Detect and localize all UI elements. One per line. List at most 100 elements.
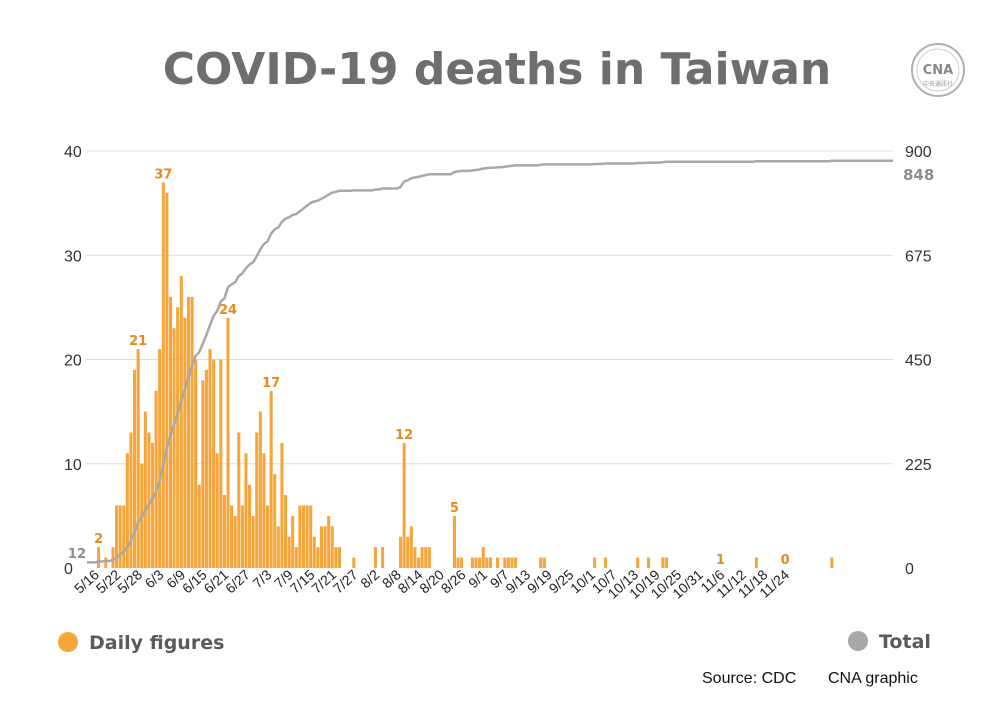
daily-bar (201, 380, 205, 568)
daily-bar (237, 432, 241, 568)
daily-bar (510, 557, 514, 568)
daily-bar (496, 557, 500, 568)
bar-data-label: 37 (154, 167, 172, 182)
daily-bar (129, 432, 133, 568)
daily-bar (481, 547, 485, 568)
daily-bar (212, 359, 216, 568)
daily-bar (636, 557, 640, 568)
daily-bar (280, 442, 284, 568)
daily-bar (323, 526, 327, 568)
daily-bar (399, 536, 403, 568)
daily-bar (298, 505, 302, 568)
logo-subtext: 中央通訊社 (923, 80, 953, 88)
daily-bar (305, 505, 309, 568)
daily-bar (514, 557, 518, 568)
daily-bar (830, 557, 834, 568)
total-end-label: 848 (903, 166, 934, 184)
bar-data-label: 5 (450, 501, 459, 516)
daily-bar (133, 369, 137, 568)
daily-bar (197, 484, 201, 568)
bar-data-label: 17 (262, 376, 280, 391)
daily-bar (754, 557, 758, 568)
daily-bar (251, 515, 255, 568)
daily-bar (456, 557, 460, 568)
bar-data-label: 12 (395, 428, 413, 443)
daily-bar (230, 505, 234, 568)
daily-bar (416, 557, 421, 568)
daily-bars (97, 182, 834, 568)
daily-bar (312, 536, 316, 568)
daily-bar (485, 557, 489, 568)
right-tick-label: 900 (905, 144, 932, 161)
daily-bar (111, 547, 115, 568)
daily-bar (219, 359, 223, 568)
total-series-line (87, 159, 893, 564)
left-tick-label: 40 (64, 144, 82, 161)
daily-bar (244, 453, 248, 568)
daily-bar (266, 505, 270, 568)
daily-bar (420, 547, 424, 568)
daily-bar (470, 557, 474, 568)
daily-bar (402, 442, 406, 568)
daily-bar (283, 495, 288, 568)
cna-logo-icon: CNA 中央通訊社 (911, 43, 965, 97)
x-tick-label: 8/26 (438, 566, 469, 596)
daily-bar (661, 557, 665, 568)
legend-total-swatch (848, 631, 868, 651)
daily-bar (337, 547, 341, 568)
left-tick-label: 10 (64, 457, 82, 474)
daily-bar (176, 307, 180, 568)
daily-bar (460, 557, 464, 568)
daily-bar (115, 505, 119, 568)
daily-bar (309, 505, 313, 568)
daily-bar (154, 390, 158, 568)
legend-daily-swatch (58, 632, 78, 652)
daily-bar (334, 547, 338, 568)
left-tick-label: 30 (64, 248, 82, 265)
bar-data-label: 1 (716, 553, 725, 568)
daily-bar (647, 557, 651, 568)
right-tick-label: 450 (905, 353, 932, 370)
daily-bar (143, 411, 147, 568)
daily-bar (427, 547, 431, 568)
daily-bar (104, 557, 108, 568)
daily-bar (603, 557, 607, 568)
daily-bar (222, 495, 226, 568)
logo-text: CNA (923, 63, 953, 78)
daily-bar (194, 359, 198, 568)
daily-bar (452, 515, 456, 568)
daily-bar (161, 182, 165, 568)
daily-bar (136, 349, 140, 568)
daily-bar (406, 536, 410, 568)
daily-bar (204, 369, 208, 568)
daily-bar (183, 317, 187, 568)
daily-bar (327, 515, 331, 568)
daily-bar (158, 349, 162, 568)
x-tick-label: 6/27 (222, 566, 253, 596)
daily-bar (330, 526, 334, 568)
daily-bar (208, 349, 212, 568)
daily-bar (276, 526, 280, 568)
daily-bar (503, 557, 507, 568)
daily-bar (488, 557, 492, 568)
x-axis-ticks: 5/165/225/286/36/96/156/216/277/37/97/15… (71, 566, 792, 601)
daily-bar (262, 453, 266, 568)
left-tick-label: 0 (64, 561, 73, 578)
daily-bar (122, 505, 126, 568)
credit-note: CNA graphic (828, 670, 918, 687)
daily-bar (506, 557, 510, 568)
daily-bar (165, 192, 169, 568)
left-axis-ticks: 0 10 20 30 40 (64, 144, 82, 578)
bar-data-label: 24 (219, 303, 237, 318)
data-labels: 2 21 37 24 17 12 5 1 0 (94, 167, 790, 568)
right-tick-label: 0 (905, 561, 914, 578)
daily-bar (291, 515, 295, 568)
right-tick-label: 225 (905, 457, 932, 474)
daily-bar (301, 505, 306, 568)
x-tick-label: 5/28 (114, 566, 145, 596)
daily-bar (125, 453, 129, 568)
daily-bar (186, 296, 190, 568)
daily-bar (258, 411, 262, 568)
daily-bar (319, 526, 323, 568)
daily-bar (424, 547, 428, 568)
